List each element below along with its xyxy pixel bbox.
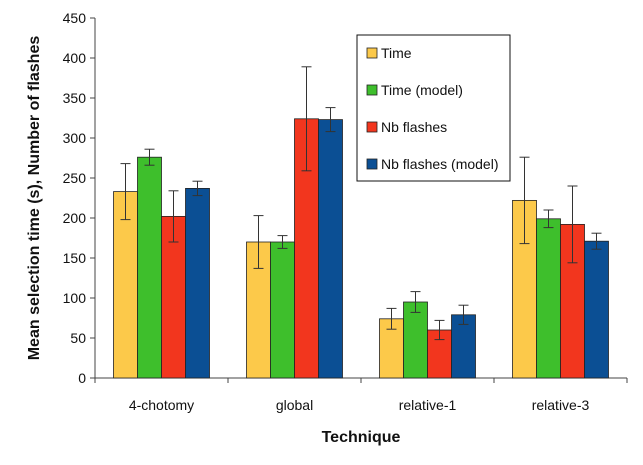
bar-nb-flashes-model--4-chotomy — [185, 187, 210, 379]
legend-label: Time (model) — [381, 82, 463, 98]
bar-time-4-chotomy — [113, 191, 138, 379]
y-tick-label: 250 — [63, 170, 87, 186]
legend-swatch — [366, 84, 378, 96]
y-tick-label: 300 — [63, 130, 87, 146]
legend-box — [356, 34, 511, 182]
legend-label: Nb flashes — [381, 119, 447, 135]
legend: Time Time (model) Nb flashes Nb flashes (mo… — [356, 34, 511, 182]
y-tick-label: 200 — [63, 210, 87, 226]
legend-label: Nb flashes (model) — [381, 156, 499, 172]
x-category-label: relative-1 — [399, 397, 457, 413]
bars — [113, 66, 609, 379]
y-tick-label: 400 — [63, 50, 87, 66]
y-tick-label: 50 — [70, 330, 86, 346]
y-tick-label: 350 — [63, 90, 87, 106]
x-axis-title: Technique — [322, 429, 401, 446]
bar-nb-flashes-model--global — [318, 119, 343, 379]
bar-time-model--relative-1 — [403, 301, 428, 379]
labels: 0 50 100 150 200 250 300 350 400 450 4-chotomy glob… — [26, 10, 589, 446]
x-category-label: relative-3 — [532, 397, 590, 413]
y-tick-label: 0 — [78, 370, 86, 386]
x-category-label: global — [276, 397, 313, 413]
legend-label: Time — [381, 45, 412, 61]
bar-time-model--global — [270, 241, 295, 379]
bar-time-model--4-chotomy — [137, 156, 162, 379]
y-axis-title: Mean selection time (s), Number of flash… — [26, 36, 43, 361]
legend-swatch — [366, 47, 378, 59]
y-tick-label: 150 — [63, 250, 87, 266]
x-category-label: 4-chotomy — [129, 397, 194, 413]
y-tick-label: 450 — [63, 10, 87, 26]
legend-swatch — [366, 158, 378, 170]
legend-swatch — [366, 121, 378, 133]
bar-nb-flashes-model--relative-3 — [584, 240, 609, 379]
bar-nb-flashes-4-chotomy — [161, 215, 186, 379]
bar-time-model--relative-3 — [536, 218, 561, 379]
y-tick-label: 100 — [63, 290, 87, 306]
